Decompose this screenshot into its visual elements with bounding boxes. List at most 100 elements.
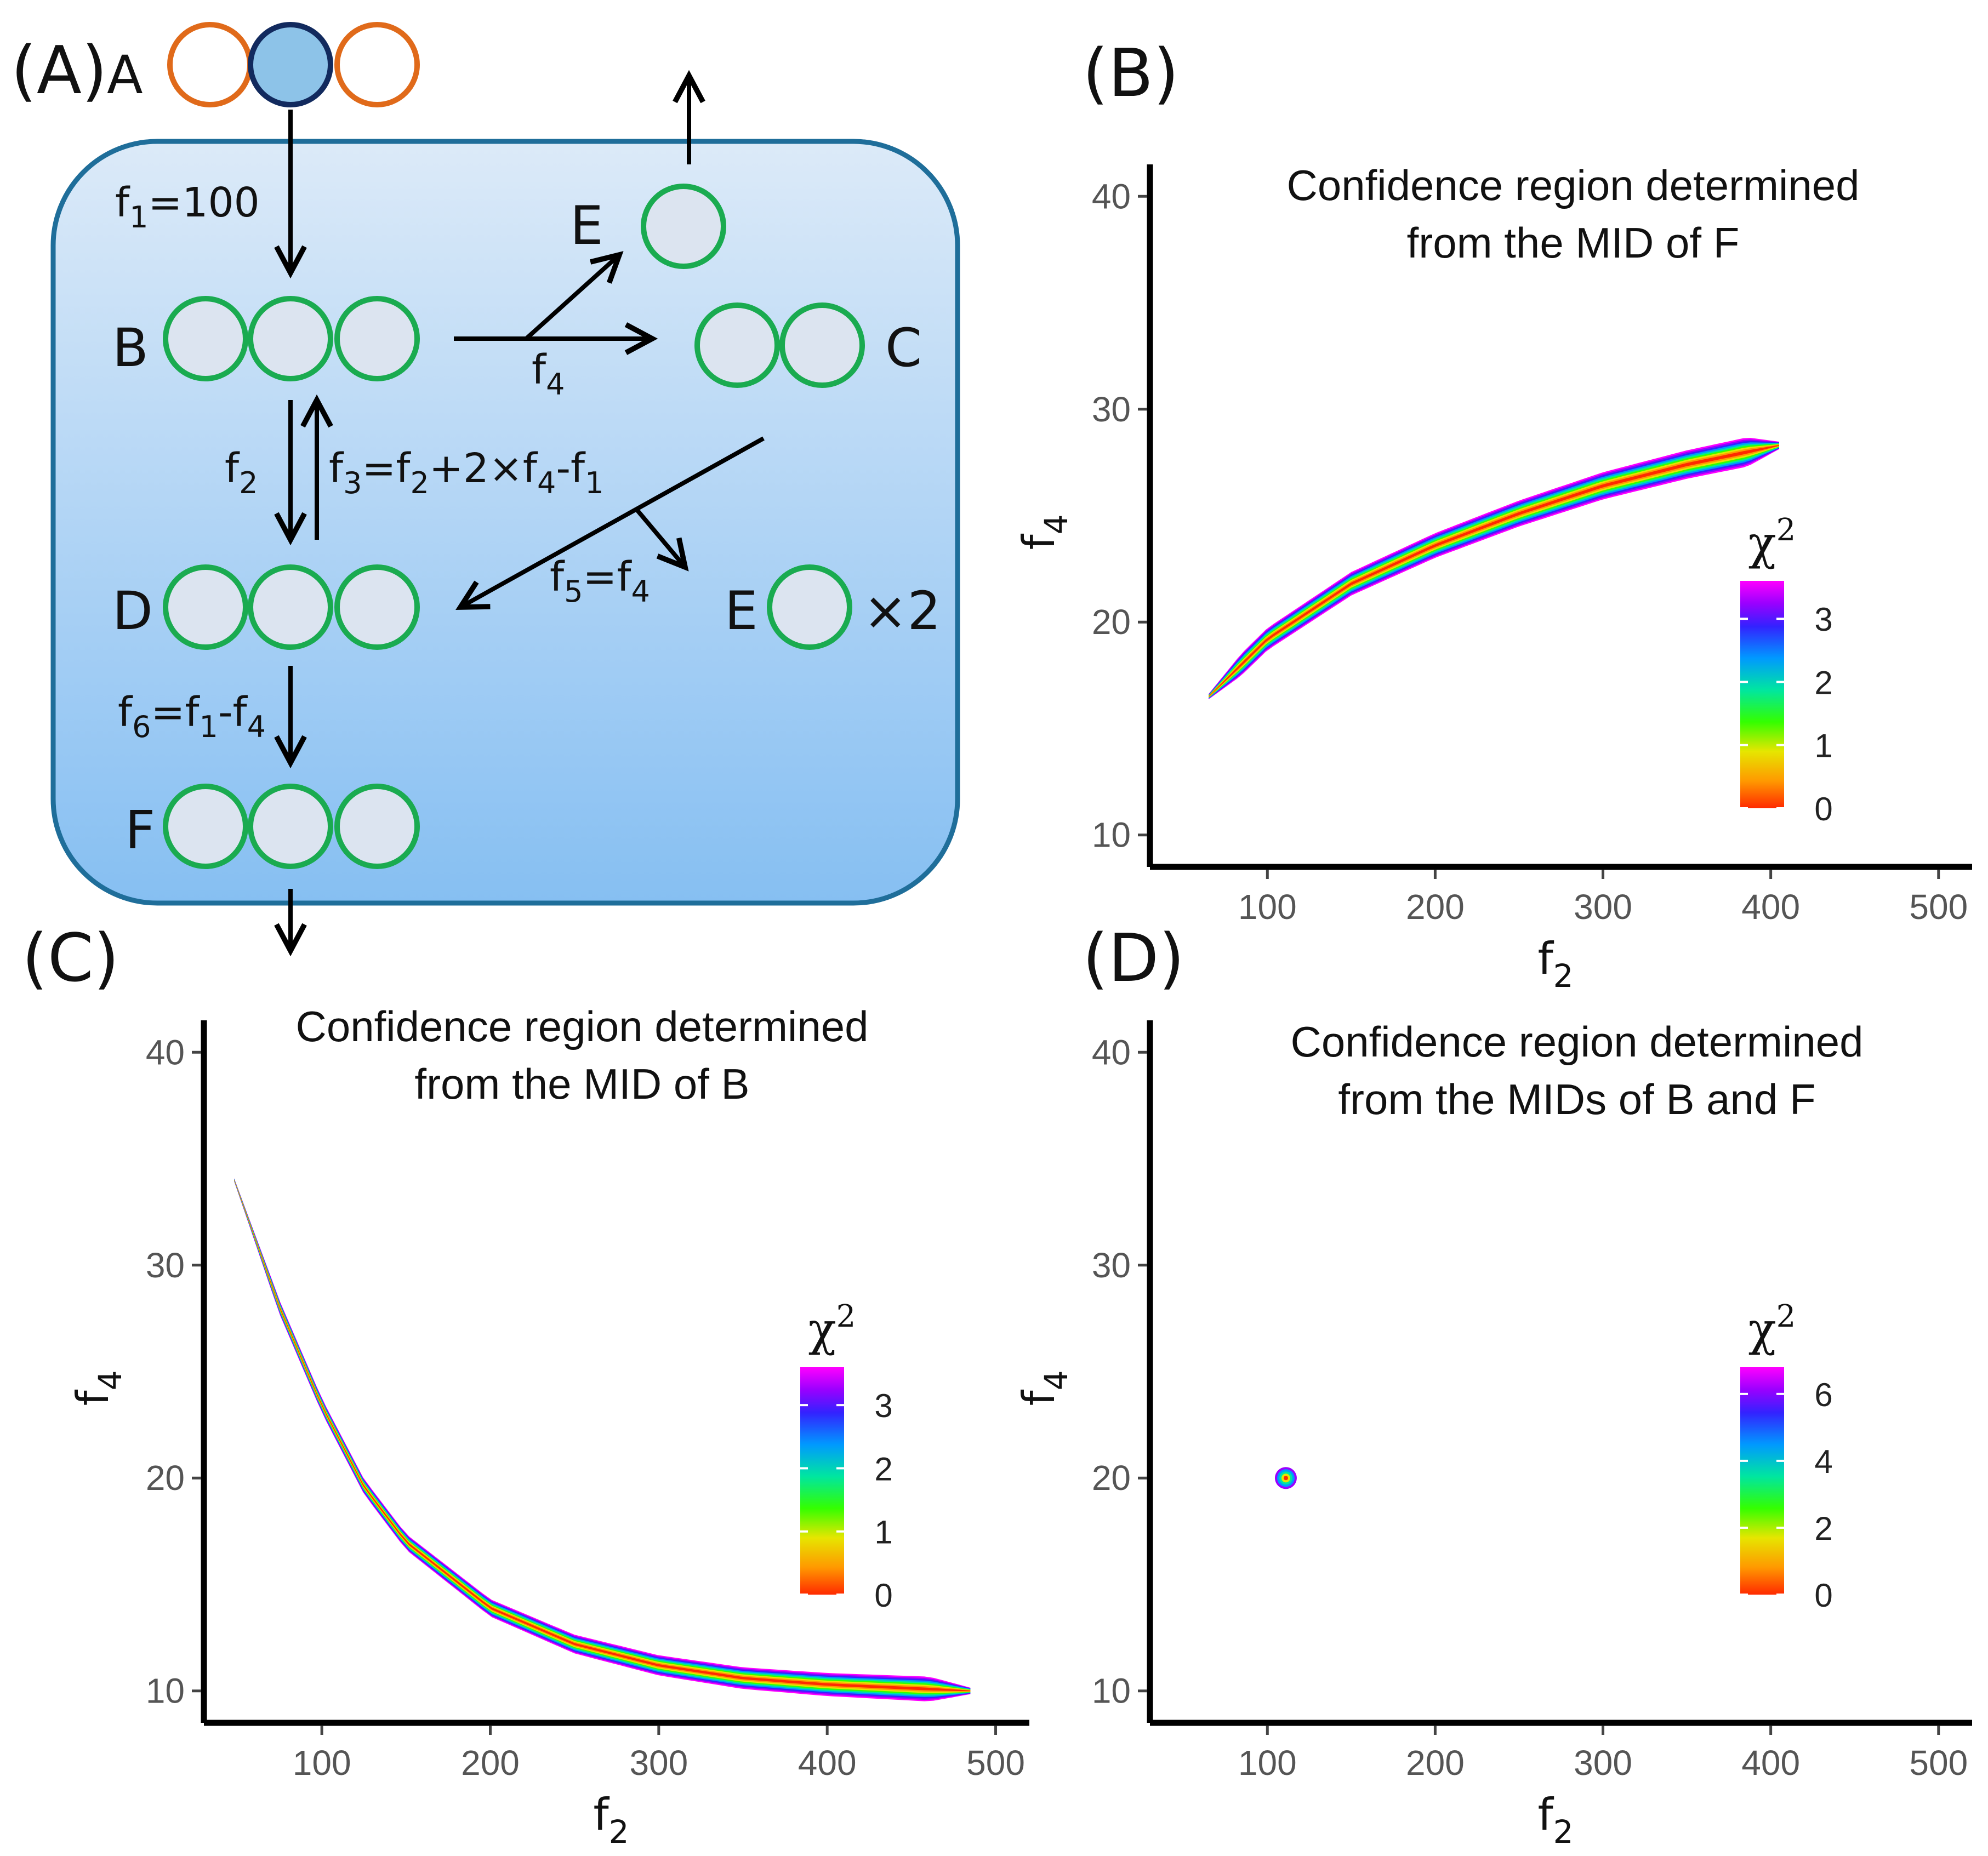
panel-label: (D)	[1083, 921, 1184, 997]
panel-label: (C)	[22, 921, 119, 997]
region-band-layer-7	[1209, 444, 1779, 698]
node-f-atom-1	[163, 784, 248, 869]
node-a-label: A	[107, 44, 143, 106]
arrow-f5-to-e	[634, 507, 689, 572]
node-c-atom-1	[694, 302, 780, 388]
panel-label: (B)	[1083, 36, 1179, 112]
node-d-label: D	[112, 580, 153, 642]
panel-a-label: (A)	[11, 33, 107, 109]
region-band-layer-3	[1209, 441, 1779, 699]
node-d-atom-1	[163, 564, 248, 650]
x-tick-label: 200	[1406, 1743, 1465, 1783]
x-tick-label: 500	[1909, 887, 1968, 927]
region-band-layer-7	[234, 1179, 971, 1693]
times-two-label: ×2	[863, 580, 941, 642]
legend-title: χ2	[1748, 1299, 1796, 1356]
node-e-right-label: E	[725, 580, 758, 642]
flux-f1-label: f1=100	[115, 179, 260, 235]
region-band-layer-6	[1209, 443, 1779, 698]
x-tick-label: 400	[1741, 1743, 1800, 1783]
y-tick-label: 30	[146, 1246, 185, 1285]
x-tick-label: 500	[966, 1743, 1025, 1783]
y-axis-title: f4	[1013, 514, 1075, 550]
legend-title: χ2	[1748, 512, 1796, 570]
node-f-atom-3	[334, 784, 420, 869]
panel-d: (D) Confidence region determined from the …	[1013, 921, 1972, 1851]
node-c-atom-2	[779, 302, 865, 388]
y-tick-label: 10	[1092, 1671, 1131, 1711]
x-axis-title: f2	[1537, 1789, 1573, 1851]
node-e-right-atom	[767, 564, 852, 650]
node-f-label: F	[125, 799, 155, 861]
region-band-layer-1	[1209, 438, 1779, 700]
region-band-layer-9	[1209, 445, 1779, 697]
x-axis-title: f2	[1537, 933, 1573, 995]
y-tick-label: 40	[1092, 176, 1131, 216]
legend-tick-label: 2	[1814, 664, 1832, 701]
y-tick-label: 20	[146, 1458, 185, 1498]
node-a-atoms	[167, 22, 420, 107]
y-tick-label: 10	[1092, 815, 1131, 855]
flux-f2-label: f2	[225, 445, 258, 500]
legend-tick-label: 6	[1814, 1377, 1832, 1413]
x-axis-title: f2	[593, 1789, 629, 1851]
chart-title-line1: Confidence region determined	[295, 1002, 868, 1050]
region-band-layer-8	[234, 1179, 971, 1692]
legend-colorbar	[1740, 1367, 1784, 1595]
legend-tick-label: 2	[1814, 1510, 1832, 1547]
region-band-layer-2	[234, 1178, 971, 1700]
chart-title-line2: from the MID of B	[414, 1060, 749, 1108]
x-tick-label: 100	[1238, 887, 1297, 927]
legend-tick-label: 1	[874, 1514, 892, 1551]
legend-tick-label: 4	[1814, 1443, 1832, 1480]
flux-f4-label: f4	[532, 346, 565, 402]
region-band-layer-4	[1209, 442, 1779, 699]
chart-title-line1: Confidence region determined	[1286, 161, 1859, 209]
legend-tick-label: 3	[1814, 601, 1832, 638]
y-tick-label: 10	[146, 1671, 185, 1711]
node-e-top-atom	[641, 184, 726, 269]
legend-colorbar	[1740, 581, 1784, 808]
node-d-atom-2	[248, 564, 333, 650]
atom-unlabeled-1	[167, 22, 253, 107]
legend-tick-label: 0	[1814, 791, 1832, 827]
atom-labeled	[248, 22, 333, 107]
region-band-layer-5	[234, 1179, 971, 1696]
chart-title-line2: from the MIDs of B and F	[1338, 1075, 1815, 1123]
y-tick-label: 40	[146, 1032, 185, 1072]
x-tick-label: 200	[1406, 887, 1465, 927]
region-band-layer-2	[1209, 439, 1779, 699]
region-band-layer-1	[234, 1178, 971, 1701]
node-b-label: B	[112, 317, 149, 379]
node-e-top-label: E	[570, 195, 603, 256]
y-axis-title: f4	[67, 1370, 129, 1406]
legend-title: χ2	[808, 1299, 856, 1356]
legend-tick-label: 0	[874, 1577, 892, 1614]
x-tick-label: 300	[629, 1743, 688, 1783]
region-band-layer-9	[234, 1180, 971, 1692]
x-tick-label: 400	[1741, 887, 1800, 927]
flux-f3-label: f3=f2+2×f4-f1	[329, 445, 603, 500]
panel-b: (B) Confidence region determined from the …	[1013, 36, 1972, 995]
region-band-layer-4	[234, 1179, 971, 1697]
x-tick-label: 300	[1574, 1743, 1632, 1783]
x-tick-label: 300	[1574, 887, 1632, 927]
legend-tick-label: 0	[1814, 1577, 1832, 1614]
y-tick-label: 20	[1092, 1458, 1131, 1498]
legend-tick-label: 3	[874, 1387, 892, 1424]
legend-tick-label: 1	[1814, 728, 1832, 764]
region-point-ring-5	[1283, 1476, 1288, 1481]
x-tick-label: 100	[293, 1743, 351, 1783]
legend-tick-label: 2	[874, 1450, 892, 1487]
y-tick-label: 30	[1092, 1246, 1131, 1285]
x-tick-label: 200	[461, 1743, 520, 1783]
y-tick-label: 30	[1092, 390, 1131, 429]
node-b-atom-3	[334, 296, 420, 381]
legend-colorbar	[800, 1367, 844, 1595]
node-c-label: C	[885, 317, 922, 379]
x-tick-label: 100	[1238, 1743, 1297, 1783]
panel-c: (C) Confidence region determined from the …	[22, 921, 1029, 1851]
flux-f5-label: f5=f4	[550, 553, 650, 609]
node-b-atom-1	[163, 296, 248, 381]
